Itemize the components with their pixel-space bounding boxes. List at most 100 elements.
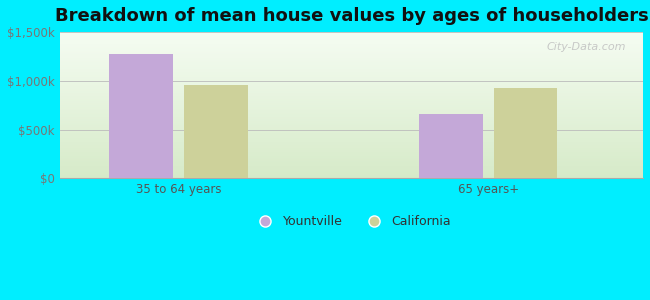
Bar bbox=[60, 97, 643, 98]
Bar bbox=[60, 149, 643, 150]
Bar bbox=[60, 34, 643, 35]
Bar bbox=[60, 51, 643, 52]
Bar bbox=[60, 55, 643, 56]
Text: City-Data.com: City-Data.com bbox=[546, 42, 625, 52]
Bar bbox=[60, 171, 643, 172]
Bar bbox=[60, 64, 643, 65]
Bar bbox=[60, 50, 643, 51]
Bar bbox=[60, 136, 643, 137]
Bar bbox=[60, 148, 643, 149]
Bar bbox=[60, 77, 643, 78]
Bar bbox=[60, 170, 643, 171]
Bar bbox=[60, 142, 643, 143]
Bar bbox=[60, 169, 643, 170]
Bar bbox=[60, 69, 643, 70]
Bar bbox=[60, 115, 643, 116]
Bar bbox=[60, 40, 643, 41]
Bar bbox=[60, 47, 643, 48]
Bar bbox=[60, 110, 643, 111]
Bar bbox=[60, 144, 643, 145]
Bar bbox=[60, 162, 643, 163]
Bar bbox=[60, 175, 643, 176]
Bar bbox=[60, 104, 643, 105]
Bar bbox=[60, 159, 643, 160]
Bar bbox=[60, 107, 643, 108]
Bar bbox=[60, 102, 643, 103]
Bar bbox=[60, 60, 643, 61]
Bar bbox=[60, 80, 643, 81]
Bar bbox=[60, 125, 643, 126]
Bar bbox=[60, 85, 643, 86]
Bar bbox=[60, 106, 643, 107]
Bar bbox=[60, 79, 643, 80]
Bar bbox=[60, 145, 643, 146]
Bar bbox=[60, 119, 643, 120]
Bar bbox=[60, 99, 643, 100]
Bar bbox=[60, 133, 643, 134]
Bar bbox=[60, 78, 643, 79]
Bar bbox=[60, 89, 643, 90]
Bar bbox=[60, 123, 643, 124]
Bar bbox=[60, 94, 643, 95]
Bar bbox=[60, 44, 643, 45]
Bar bbox=[60, 67, 643, 68]
Bar bbox=[60, 124, 643, 125]
Bar bbox=[60, 43, 643, 44]
Bar bbox=[60, 139, 643, 140]
Bar bbox=[60, 116, 643, 117]
Bar bbox=[60, 105, 643, 106]
Bar bbox=[60, 130, 643, 131]
Bar bbox=[60, 87, 643, 88]
Bar bbox=[60, 158, 643, 159]
Bar bbox=[60, 83, 643, 84]
Bar bbox=[60, 90, 643, 91]
Title: Breakdown of mean house values by ages of householders: Breakdown of mean house values by ages o… bbox=[55, 7, 649, 25]
Bar bbox=[60, 101, 643, 102]
Bar bbox=[60, 58, 643, 59]
Bar bbox=[60, 61, 643, 62]
Bar bbox=[60, 154, 643, 155]
Bar bbox=[60, 160, 643, 161]
Bar bbox=[60, 146, 643, 147]
Bar bbox=[60, 152, 643, 153]
Bar bbox=[60, 35, 643, 36]
Bar bbox=[60, 37, 643, 38]
Bar bbox=[60, 155, 643, 156]
Bar bbox=[60, 128, 643, 129]
Bar bbox=[60, 143, 643, 144]
Bar bbox=[60, 167, 643, 168]
Bar bbox=[60, 151, 643, 152]
Bar bbox=[60, 165, 643, 166]
Bar bbox=[60, 127, 643, 128]
Bar bbox=[60, 112, 643, 113]
Bar bbox=[60, 156, 643, 157]
Bar bbox=[60, 65, 643, 66]
Bar bbox=[60, 88, 643, 89]
Bar bbox=[60, 141, 643, 142]
Bar bbox=[60, 117, 643, 118]
Bar bbox=[494, 88, 558, 178]
Bar bbox=[60, 113, 643, 114]
Bar bbox=[60, 72, 643, 73]
Bar bbox=[60, 118, 643, 119]
Bar bbox=[60, 114, 643, 115]
Bar bbox=[60, 126, 643, 127]
Bar bbox=[60, 168, 643, 169]
Bar bbox=[60, 108, 643, 109]
Bar bbox=[60, 41, 643, 42]
Bar bbox=[60, 45, 643, 46]
Bar bbox=[60, 91, 643, 92]
Bar bbox=[60, 42, 643, 43]
Bar bbox=[60, 100, 643, 101]
Bar bbox=[60, 59, 643, 60]
Bar bbox=[60, 85, 643, 86]
Bar bbox=[60, 76, 643, 77]
Bar bbox=[60, 153, 643, 154]
Bar bbox=[60, 177, 643, 178]
Bar bbox=[184, 85, 248, 178]
Bar bbox=[60, 98, 643, 99]
Bar bbox=[60, 32, 643, 33]
Bar bbox=[60, 122, 643, 123]
Bar bbox=[60, 111, 643, 112]
Bar bbox=[60, 132, 643, 133]
